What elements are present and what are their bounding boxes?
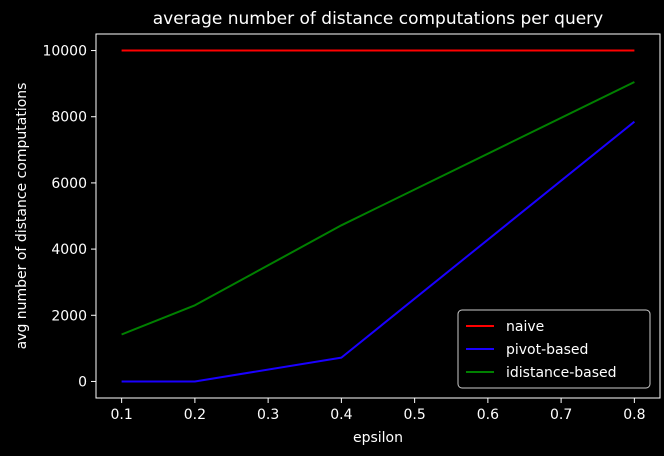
series-line-idistance-based — [121, 81, 635, 336]
plot-area — [95, 33, 661, 399]
x-tick-label: 0.3 — [257, 407, 279, 423]
x-tick-label: 0.2 — [184, 407, 206, 423]
y-tick-label: 2000 — [51, 308, 87, 324]
x-tick-label: 0.7 — [550, 407, 572, 423]
series-layer — [121, 49, 636, 383]
x-axis-label: epsilon — [353, 430, 403, 446]
x-tick-label: 0.5 — [403, 407, 425, 423]
y-tick-label: 8000 — [51, 110, 87, 126]
y-tick-label: 0 — [78, 374, 87, 390]
legend: naive pivot-based idistance-based — [457, 309, 651, 389]
plot-frame — [95, 33, 661, 399]
legend-entry-label: idistance-based — [506, 365, 617, 381]
series-line-pivot-based — [121, 120, 636, 383]
chart-title: average number of distance computations … — [153, 9, 603, 29]
x-axis: 0.1 0.2 0.3 0.4 0.5 0.6 0.7 0.8 — [111, 398, 645, 423]
y-tick-label: 4000 — [51, 242, 87, 258]
y-axis-label: avg number of distance computations — [14, 83, 30, 350]
legend-entry-label: pivot-based — [506, 342, 588, 358]
legend-entry-label: naive — [506, 319, 544, 335]
x-tick-label: 0.6 — [477, 407, 499, 423]
x-tick-label: 0.8 — [623, 407, 645, 423]
x-tick-label: 0.1 — [111, 407, 133, 423]
x-tick-label: 0.4 — [330, 407, 352, 423]
y-tick-label: 10000 — [42, 44, 87, 60]
legend-box — [457, 309, 651, 389]
y-tick-label: 6000 — [51, 176, 87, 192]
y-axis: 0 2000 4000 6000 8000 10000 — [42, 44, 96, 390]
